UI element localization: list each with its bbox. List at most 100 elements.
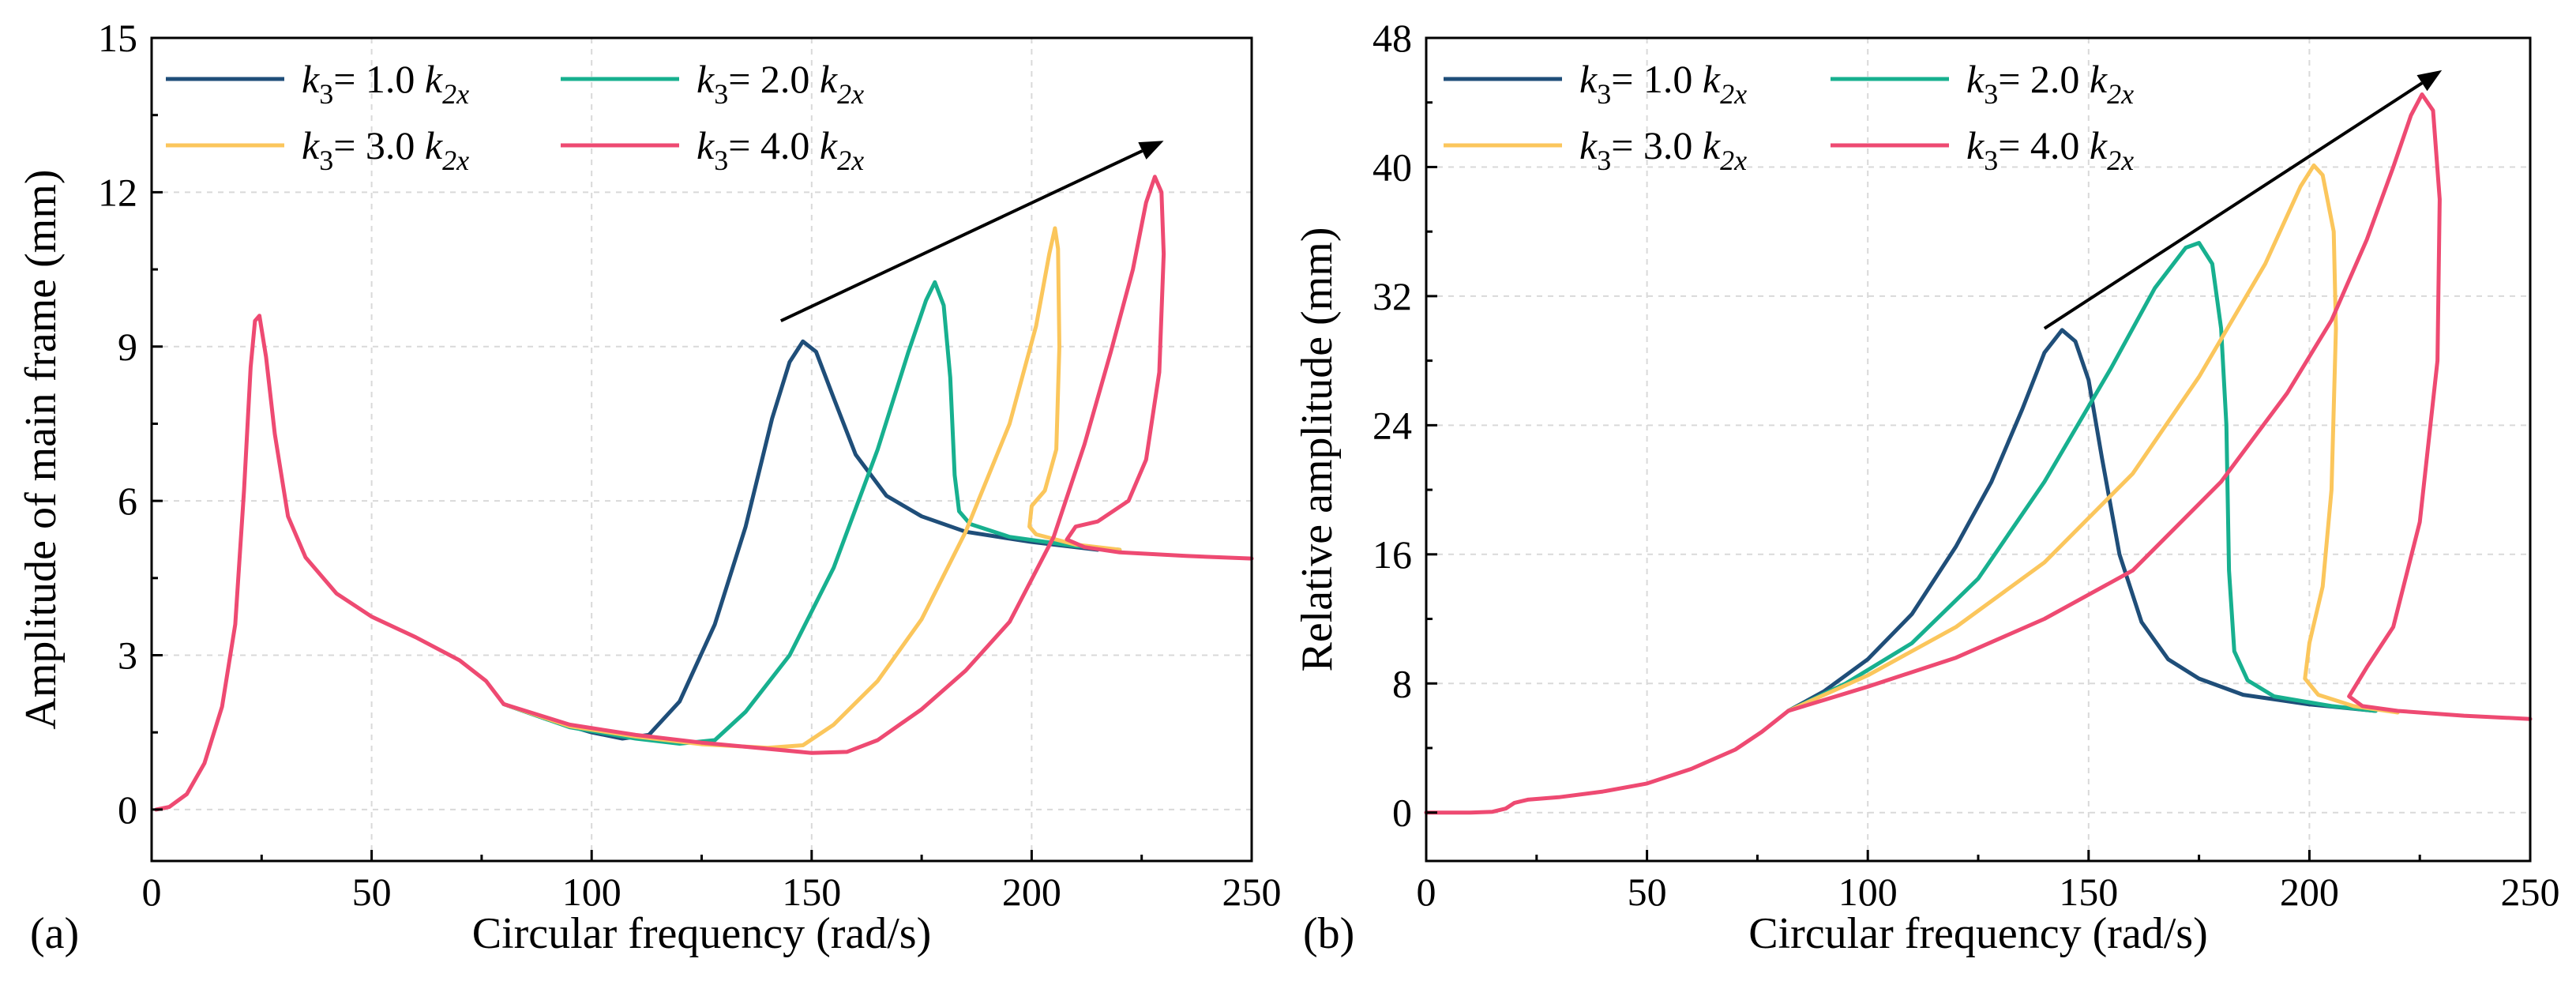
x-tick-label: 200 xyxy=(2280,870,2339,914)
y-ticks: 0 8 16 24 32 40 48 xyxy=(1372,16,1437,835)
x-tick-label: 200 xyxy=(1002,870,1061,914)
legend-subscript: 3 xyxy=(714,78,728,110)
legend-symbol-2: k xyxy=(820,57,838,101)
y-tick-label: 9 xyxy=(118,325,137,369)
legend-symbol-2: k xyxy=(2090,123,2108,167)
y-tick-label: 8 xyxy=(1392,661,1412,705)
legend-symbol-2: k xyxy=(1703,57,1721,101)
series-line-4 xyxy=(1424,92,2533,815)
legend-symbol: k xyxy=(302,57,320,101)
trend-arrow-head xyxy=(2416,70,2443,92)
series-group xyxy=(1424,92,2533,815)
legend-subscript: 3 xyxy=(1597,145,1611,176)
legend-symbol-2: k xyxy=(820,123,838,167)
legend-middle: = 4.0 xyxy=(1998,123,2090,167)
series-line-4 xyxy=(154,175,1254,812)
legend-symbol: k xyxy=(1579,123,1598,167)
legend-label-3: k3= 3.0 k2x xyxy=(302,123,469,176)
legend-label-4: k3= 4.0 k2x xyxy=(1966,123,2134,176)
series-group xyxy=(154,175,1254,812)
legend-label-2: k3= 2.0 k2x xyxy=(1966,57,2134,110)
legend-subscript-2: 2x xyxy=(837,78,864,110)
y-tick-label: 0 xyxy=(1392,791,1412,835)
legend-middle: = 1.0 xyxy=(1611,57,1703,101)
y-axis-label: Relative amplitude (mm) xyxy=(1293,227,1342,672)
x-tick-label: 250 xyxy=(1222,870,1282,914)
series-line-1 xyxy=(501,339,1100,741)
legend-label-2: k3= 2.0 k2x xyxy=(697,57,864,110)
legend-subscript: 3 xyxy=(319,145,333,176)
x-axis-label: Circular frequency (rad/s) xyxy=(1748,909,2208,958)
y-tick-label: 24 xyxy=(1372,403,1412,447)
legend-subscript-2: 2x xyxy=(442,78,469,110)
trend-arrow-line xyxy=(2043,81,2424,330)
trend-arrow-line xyxy=(779,149,1143,322)
panel-label: (a) xyxy=(30,909,79,958)
legend-subscript: 3 xyxy=(1984,145,1998,176)
x-tick-label: 50 xyxy=(1628,870,1667,914)
y-tick-label: 16 xyxy=(1372,532,1412,577)
legend-middle: = 2.0 xyxy=(1998,57,2090,101)
legend-subscript-2: 2x xyxy=(2107,145,2134,176)
legend-symbol: k xyxy=(1579,57,1598,101)
series-line-2 xyxy=(1786,241,2378,713)
trend-arrow-head xyxy=(1138,141,1164,160)
legend-symbol: k xyxy=(1966,57,1985,101)
legend-subscript-2: 2x xyxy=(837,145,864,176)
y-tick-label: 48 xyxy=(1372,16,1412,60)
legend-subscript-2: 2x xyxy=(442,145,469,176)
panel-b: 0 50 100 150 200 250 0 8 16 24 32 40 48 Circular freq… xyxy=(1293,16,2560,958)
x-tick-label: 150 xyxy=(782,870,841,914)
legend-subscript-2: 2x xyxy=(1720,145,1747,176)
legend-middle: = 2.0 xyxy=(728,57,820,101)
x-tick-label: 0 xyxy=(142,870,162,914)
x-ticks: 0 50 100 150 200 250 xyxy=(1417,850,2560,914)
panel-a: 0 50 100 150 200 250 0 3 6 9 12 15 Circular frequenc… xyxy=(17,16,1282,958)
x-tick-label: 100 xyxy=(562,870,621,914)
legend-subscript: 3 xyxy=(714,145,728,176)
x-tick-label: 150 xyxy=(2059,870,2118,914)
legend-symbol: k xyxy=(302,123,320,167)
legend-label-4: k3= 4.0 k2x xyxy=(697,123,864,176)
legend-symbol: k xyxy=(697,123,715,167)
series-line-3 xyxy=(1786,163,2400,715)
x-tick-label: 100 xyxy=(1838,870,1898,914)
legend-symbol-2: k xyxy=(1703,123,1721,167)
legend-label-3: k3= 3.0 k2x xyxy=(1579,123,1747,176)
legend-middle: = 1.0 xyxy=(333,57,425,101)
legend-subscript-2: 2x xyxy=(2107,78,2134,110)
y-tick-label: 15 xyxy=(98,16,137,60)
legend-label-1: k3= 1.0 k2x xyxy=(302,57,469,110)
series-line-1 xyxy=(1786,328,2378,713)
y-ticks: 0 3 6 9 12 15 xyxy=(98,16,163,832)
y-tick-label: 6 xyxy=(118,479,137,523)
x-ticks: 0 50 100 150 200 250 xyxy=(142,850,1282,914)
legend-subscript: 3 xyxy=(1984,78,1998,110)
legend-middle: = 3.0 xyxy=(333,123,425,167)
legend-symbol-2: k xyxy=(2090,57,2108,101)
legend-subscript-2: 2x xyxy=(1720,78,1747,110)
legend-middle: = 4.0 xyxy=(728,123,820,167)
y-tick-label: 40 xyxy=(1372,145,1412,189)
legend-middle: = 3.0 xyxy=(1611,123,1703,167)
x-tick-label: 0 xyxy=(1417,870,1436,914)
y-tick-label: 12 xyxy=(98,170,137,214)
y-tick-label: 32 xyxy=(1372,274,1412,318)
legend-subscript: 3 xyxy=(1597,78,1611,110)
legend-symbol-2: k xyxy=(425,123,443,167)
x-tick-label: 50 xyxy=(352,870,392,914)
x-tick-label: 250 xyxy=(2501,870,2560,914)
legend-symbol: k xyxy=(1966,123,1985,167)
y-tick-label: 3 xyxy=(118,633,137,678)
legend-symbol-2: k xyxy=(425,57,443,101)
x-axis-label: Circular frequency (rad/s) xyxy=(472,909,932,958)
legend-label-1: k3= 1.0 k2x xyxy=(1579,57,1747,110)
y-axis-label: Amplitude of main frame (mm) xyxy=(17,169,66,729)
legend-symbol: k xyxy=(697,57,715,101)
y-tick-label: 0 xyxy=(118,788,137,832)
panel-label: (b) xyxy=(1303,909,1354,958)
legend-subscript: 3 xyxy=(319,78,333,110)
